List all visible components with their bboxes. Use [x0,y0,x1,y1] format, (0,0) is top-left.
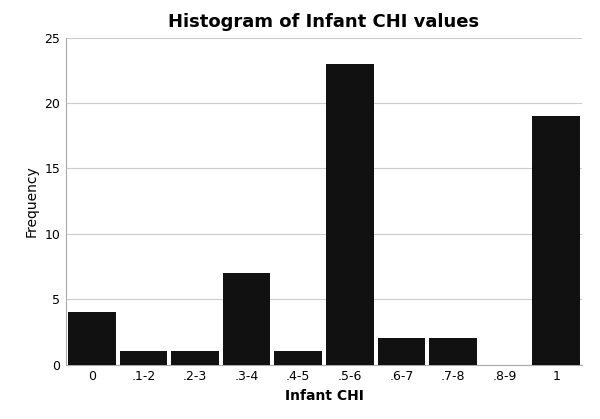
Bar [274,352,322,365]
Bar [119,352,167,365]
Bar [377,339,425,365]
Bar [223,273,271,365]
Bar [171,352,219,365]
Bar [429,339,477,365]
Title: Histogram of Infant CHI values: Histogram of Infant CHI values [169,13,479,31]
Bar [532,116,580,365]
Bar [68,312,116,365]
X-axis label: Infant CHI: Infant CHI [284,389,364,403]
Bar [326,64,374,365]
Y-axis label: Frequency: Frequency [25,165,39,237]
